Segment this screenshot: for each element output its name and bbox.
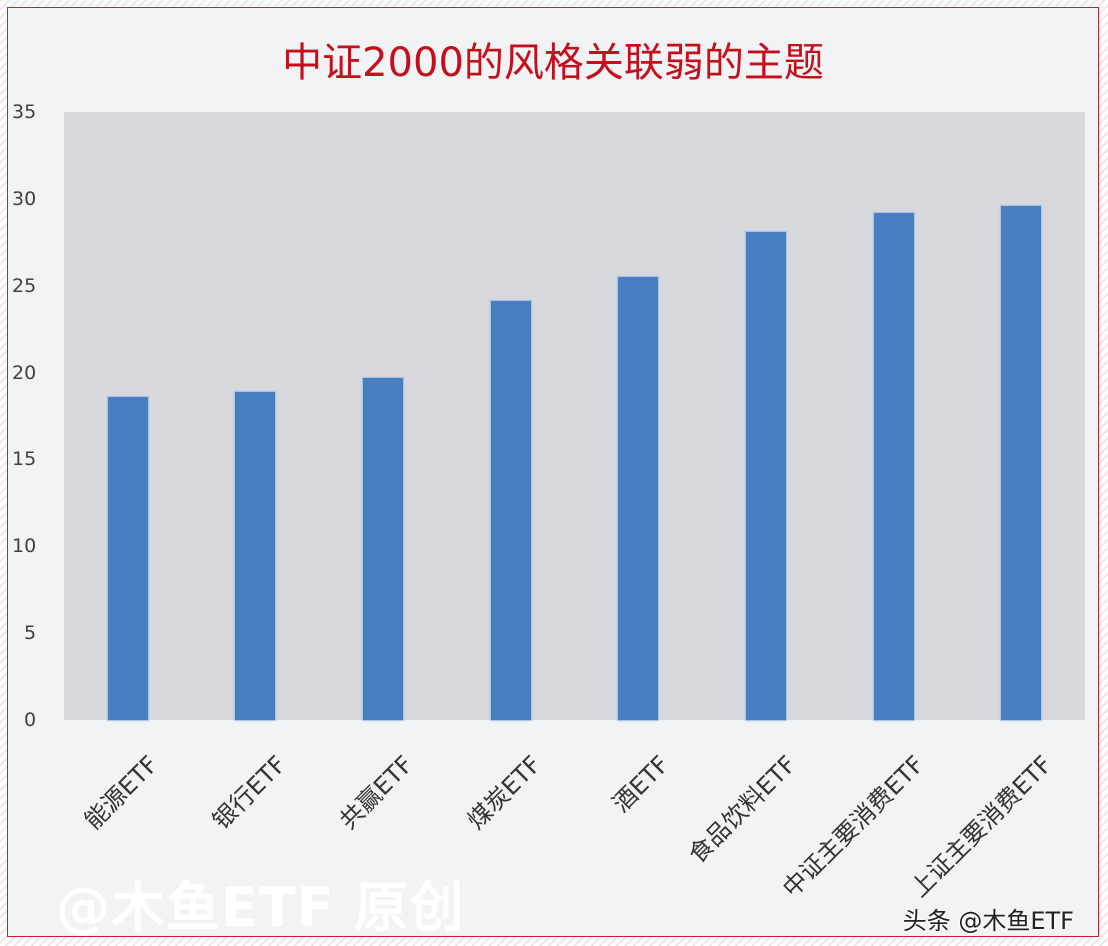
bar <box>490 301 531 720</box>
x-tick-label: 共赢ETF <box>334 750 420 835</box>
x-tick-label: 食品饮料ETF <box>683 750 802 869</box>
x-tick-label: 能源ETF <box>79 750 164 835</box>
chart-frame: 中证2000的风格关联弱的主题 35 30 25 20 15 10 5 0 能源ETF 银行ET… <box>7 7 1099 939</box>
x-tick-label: 酒ETF <box>606 750 675 818</box>
chart-title: 中证2000的风格关联弱的主题 <box>282 40 824 86</box>
bar <box>1001 205 1042 720</box>
x-tick-label: 煤炭ETF <box>462 750 547 835</box>
x-tick-label: 银行ETF <box>206 750 292 835</box>
bar <box>873 212 914 720</box>
bar <box>235 391 276 720</box>
bar <box>363 377 404 720</box>
y-tick-label: 30 <box>12 187 37 210</box>
y-tick-label: 25 <box>12 274 37 297</box>
bar <box>107 396 148 720</box>
bar <box>745 231 786 720</box>
y-tick-label: 5 <box>24 622 37 645</box>
y-tick-label: 0 <box>24 709 37 731</box>
y-tick-label: 15 <box>12 448 37 471</box>
source-label: 头条 @木鱼ETF <box>902 907 1074 935</box>
plot-area <box>64 112 1085 720</box>
y-tick-label: 20 <box>12 361 37 384</box>
watermark: @木鱼ETF 原创 <box>56 876 465 939</box>
bar <box>618 277 659 720</box>
y-tick-label: 35 <box>12 101 37 123</box>
y-tick-label: 10 <box>12 535 37 558</box>
